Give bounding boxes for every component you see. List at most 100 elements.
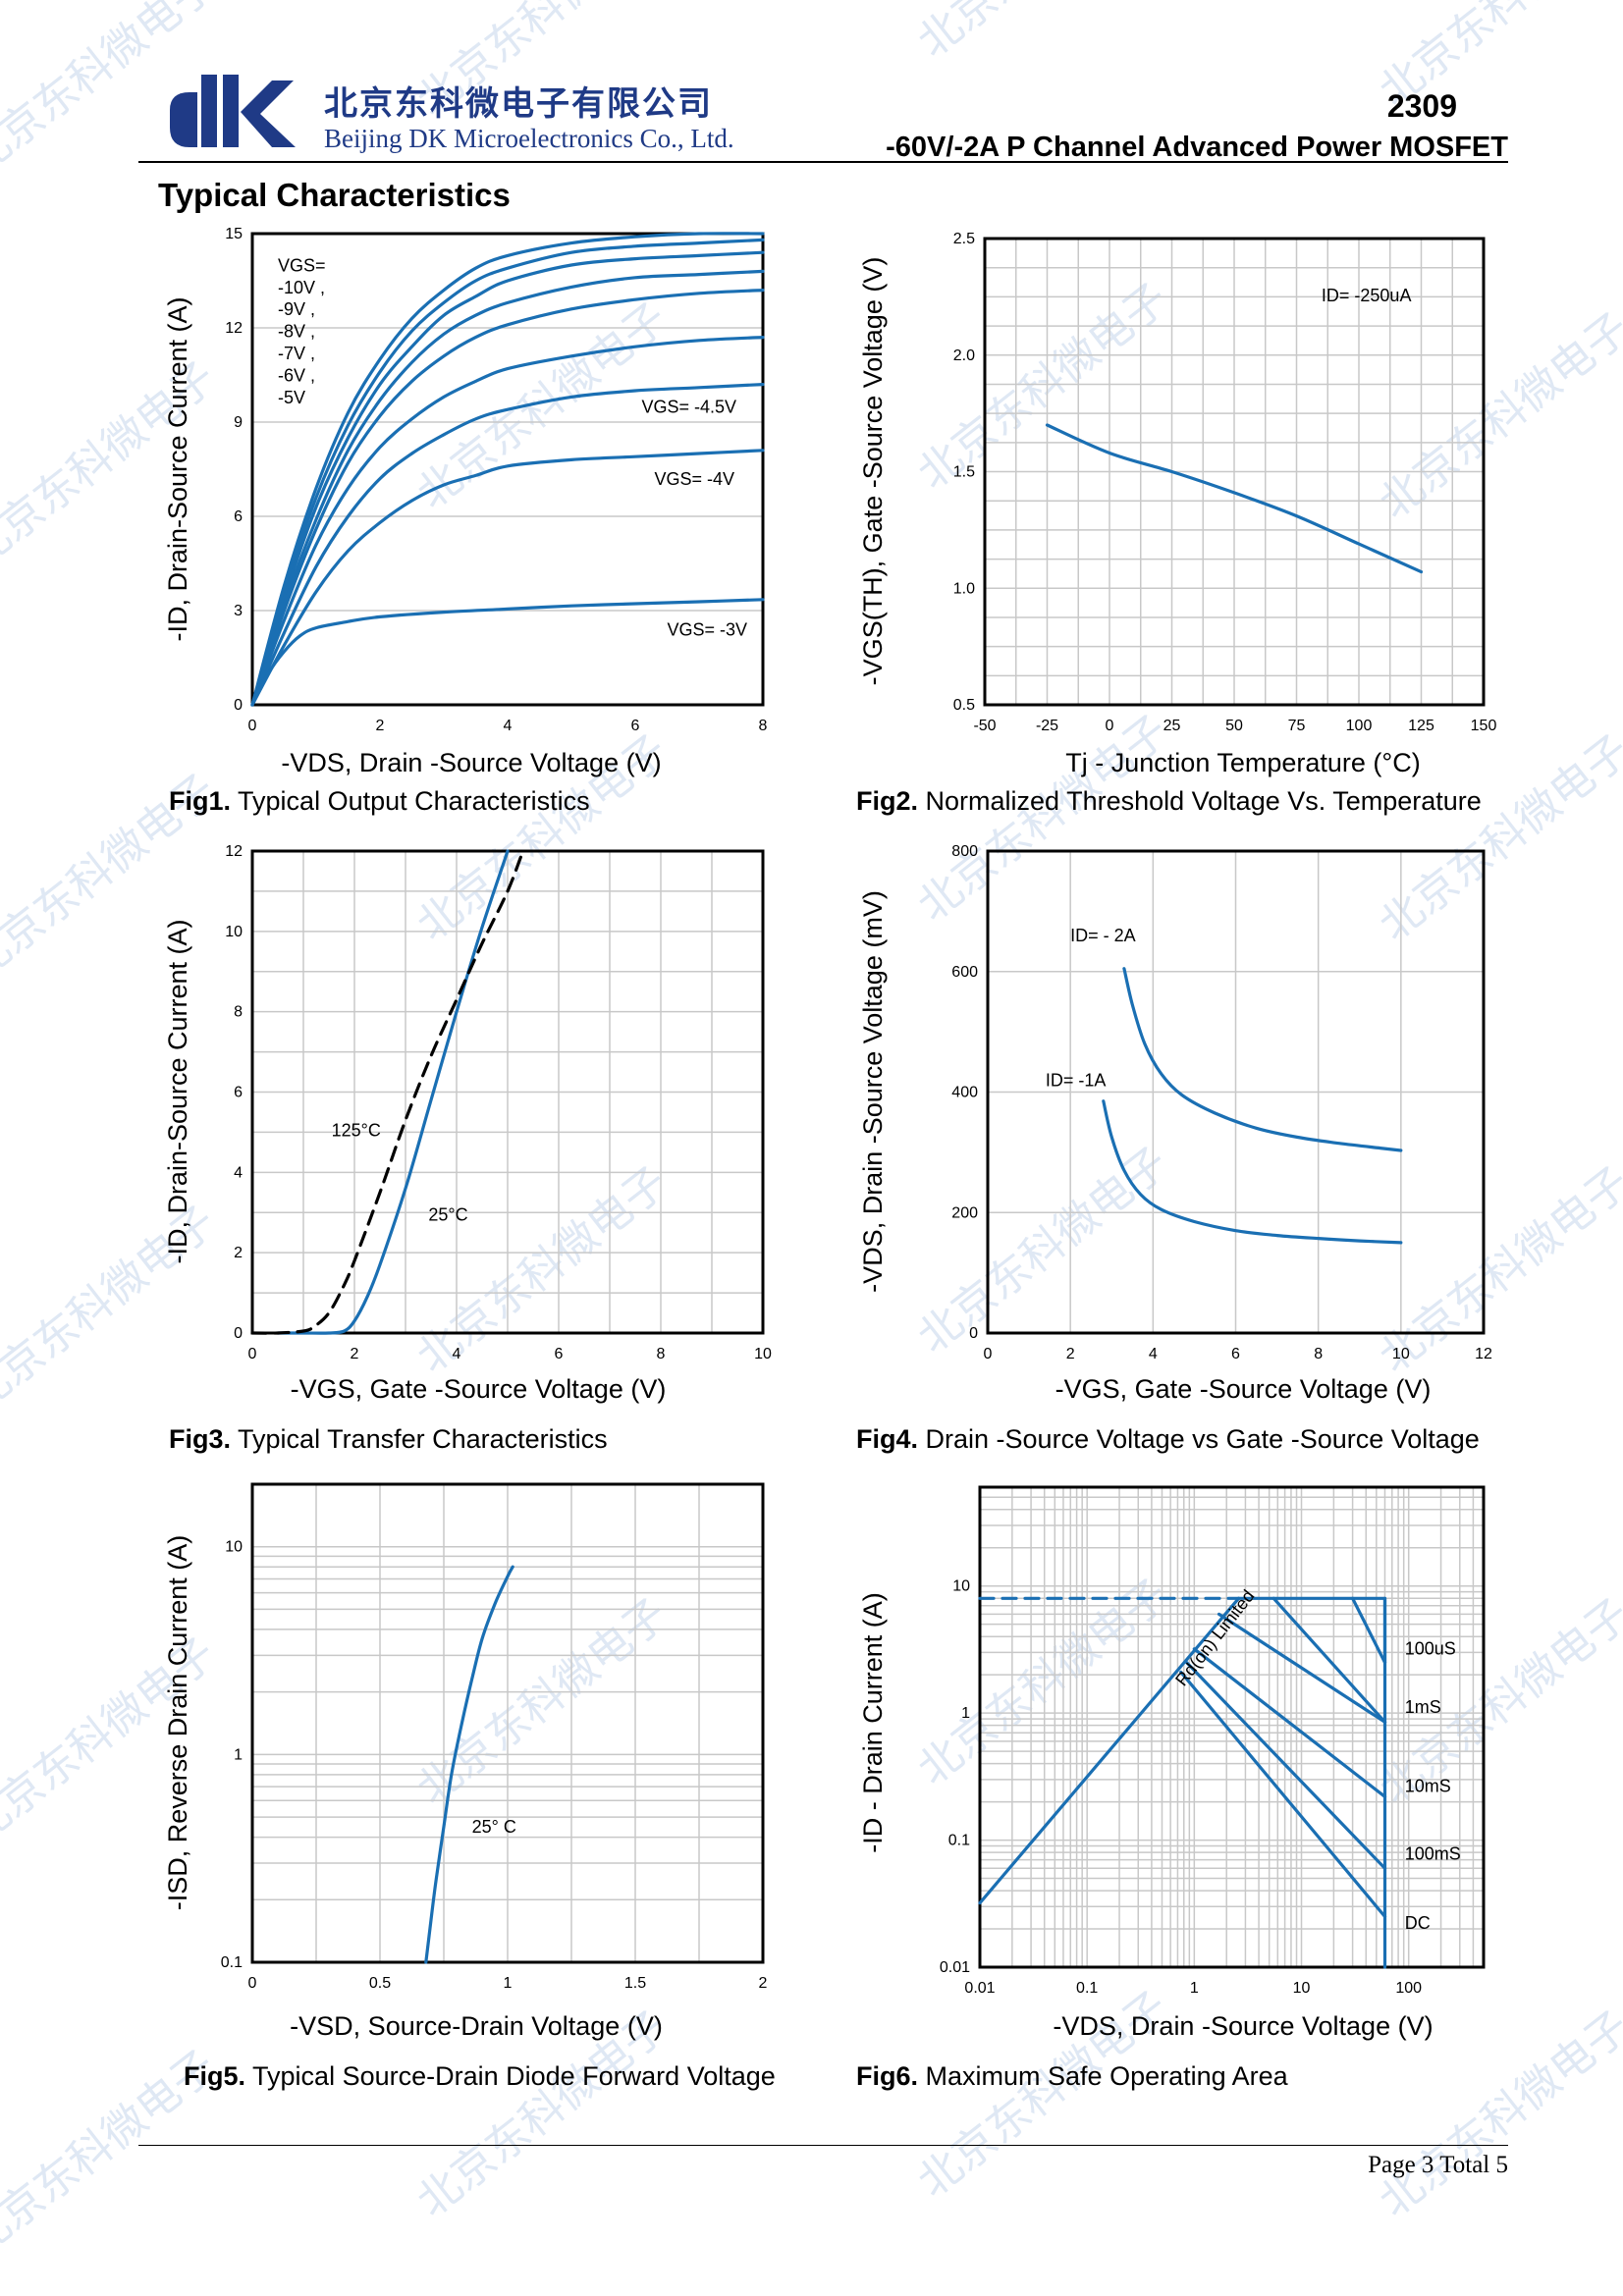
company-name-en: Beijing DK Microelectronics Co., Ltd.	[324, 124, 734, 153]
y-tick-label: 1.0	[953, 580, 975, 597]
x-axis-label: -VDS, Drain -Source Voltage (V)	[1053, 2011, 1433, 2041]
series-line	[250, 336, 765, 707]
y-axis-label: -ISD, Reverse Drain Current (A)	[163, 1535, 192, 1911]
fig5-caption: Fig5. Typical Source-Drain Diode Forward…	[184, 2061, 776, 2092]
x-tick-label: -25	[1036, 718, 1058, 734]
x-tick-label: 4	[453, 1346, 461, 1362]
y-tick-label: 15	[225, 226, 243, 242]
fig4-caption-label: Fig4.	[856, 1424, 919, 1454]
annotation-label: ID= -250uA	[1322, 286, 1412, 305]
x-tick-label: 2	[1066, 1346, 1075, 1362]
part-number: 2309	[1386, 88, 1457, 124]
x-tick-label: -50	[973, 718, 996, 734]
fig1-caption: Fig1. Typical Output Characteristics	[169, 786, 590, 817]
series-line	[250, 232, 765, 707]
y-tick-label: 0.5	[953, 697, 975, 714]
annotation-label: -8V ,	[278, 322, 315, 342]
y-axis-label: -ID, Drain-Source Current (A)	[163, 919, 192, 1263]
company-logo	[170, 75, 296, 147]
series-line	[1045, 423, 1424, 574]
x-tick-label: 6	[1231, 1346, 1240, 1362]
x-axis-label: -VGS, Gate -Source Voltage (V)	[1055, 1374, 1432, 1404]
x-tick-label: 2	[759, 1975, 768, 1992]
series-line	[1185, 1661, 1387, 1870]
y-tick-label: 2.5	[953, 231, 975, 247]
y-tick-label: 0.01	[940, 1959, 970, 1976]
y-tick-label: 1	[961, 1705, 970, 1722]
x-tick-label: 2	[376, 718, 385, 734]
x-tick-label: 100	[1346, 718, 1373, 734]
x-tick-label: 150	[1471, 718, 1497, 734]
series-line	[250, 269, 765, 707]
series-line	[250, 849, 525, 1335]
fig4-caption: Fig4. Drain -Source Voltage vs Gate -Sou…	[856, 1424, 1480, 1455]
fig6-safe-operating-area-chart: 0.01 0.1 1 10 100 0.01 0.1 1 10 -VDS, Drain -Sour…	[858, 1485, 1486, 2041]
x-tick-label: 0	[248, 1975, 257, 1992]
fig3-caption-label: Fig3.	[169, 1424, 232, 1454]
y-tick-label: 10	[225, 924, 243, 940]
company-name-cn: 北京东科微电子有限公司	[324, 84, 713, 124]
x-tick-label: 8	[759, 718, 768, 734]
y-tick-label: 0	[969, 1325, 978, 1342]
series-line	[1102, 1099, 1403, 1245]
plot-frame	[983, 237, 1486, 707]
x-axis-label: -VGS, Gate -Source Voltage (V)	[291, 1374, 667, 1404]
footer-divider	[138, 2145, 1508, 2146]
fig6-caption: Fig6. Maximum Safe Operating Area	[856, 2061, 1288, 2092]
x-tick-label: 10	[1392, 1346, 1410, 1362]
y-tick-label: 800	[951, 843, 978, 860]
x-tick-label: 6	[631, 718, 640, 734]
series-line	[250, 383, 765, 707]
annotation-label: 100mS	[1405, 1844, 1461, 1864]
y-tick-label: 0.1	[221, 1954, 243, 1971]
fig2-caption-label: Fig2.	[856, 786, 919, 816]
x-tick-label: 12	[1475, 1346, 1492, 1362]
x-tick-label: 75	[1288, 718, 1306, 734]
page-footer: Page 3 Total 5	[1368, 2152, 1508, 2178]
fig3-caption-text: Typical Transfer Characteristics	[231, 1424, 608, 1454]
y-tick-label: 0	[234, 697, 243, 714]
y-tick-label: 600	[951, 964, 978, 981]
y-tick-label: 3	[234, 603, 243, 619]
x-tick-label: 0.01	[964, 1980, 995, 1997]
y-tick-label: 0	[234, 1325, 243, 1342]
y-axis-label: -ID, Drain-Source Current (A)	[163, 296, 192, 641]
header-divider	[138, 161, 1508, 163]
series-line	[1271, 1596, 1387, 1724]
annotation-label: 125°C	[332, 1121, 381, 1141]
y-tick-label: 8	[234, 1004, 243, 1021]
plot-frame	[978, 1485, 1486, 1969]
y-axis-label: -VDS, Drain -Source Voltage (mV)	[858, 890, 888, 1293]
fig5-diode-forward-voltage-chart: 0 0.5 1 1.5 2 0.1 1 10 -VSD, Source-Drain Voltag…	[163, 1482, 768, 2041]
annotation-label: DC	[1405, 1913, 1431, 1933]
y-axis-label: -ID - Drain Current (A)	[858, 1592, 888, 1853]
plot-frame	[250, 232, 765, 707]
x-tick-label: 0	[984, 1346, 993, 1362]
x-tick-label: 1	[504, 1975, 513, 1992]
y-tick-label: 0.1	[948, 1833, 970, 1849]
x-tick-label: 2	[351, 1346, 359, 1362]
y-tick-label: 2	[234, 1245, 243, 1261]
fig3-transfer-characteristics-chart: 0 2 4 6 8 10 0 2 4 6 8 10 12 -VGS, Gate -Source Volta…	[163, 843, 772, 1404]
annotation-label: -7V ,	[278, 344, 315, 363]
annotation-label: VGS=	[278, 255, 326, 275]
annotation-label: VGS= -3V	[668, 620, 748, 640]
annotation-label: ID= -1A	[1046, 1070, 1107, 1090]
fig1-output-characteristics-chart: 0 2 4 6 8 0 3 6 9 12 15 -VDS, Drain -Source Voltage…	[163, 226, 768, 777]
x-tick-label: 0	[1106, 718, 1114, 734]
fig2-threshold-voltage-chart: -50 -25 0 25 50 75 100 125 150 0.5 1.0 1.5 2.0 2.5 Tj …	[858, 231, 1497, 777]
fig6-caption-text: Maximum Safe Operating Area	[918, 2061, 1288, 2091]
annotation-label: ID= - 2A	[1070, 926, 1136, 945]
fig2-caption: Fig2. Normalized Threshold Voltage Vs. T…	[856, 786, 1482, 817]
x-tick-label: 100	[1395, 1980, 1422, 1997]
series-line	[1122, 967, 1403, 1152]
fig5-caption-text: Typical Source-Drain Diode Forward Volta…	[245, 2061, 776, 2091]
fig3-caption: Fig3. Typical Transfer Characteristics	[169, 1424, 608, 1455]
y-tick-label: 9	[234, 414, 243, 431]
annotation-label: -6V ,	[278, 365, 315, 385]
fig4-vds-vs-vgs-chart: 0 2 4 6 8 10 12 0 200 400 600 800 -VGS, Gate -Source…	[858, 843, 1492, 1404]
x-tick-label: 10	[754, 1346, 772, 1362]
document-subtitle: -60V/-2A P Channel Advanced Power MOSFET	[886, 132, 1508, 163]
x-tick-label: 125	[1408, 718, 1434, 734]
plot-frame	[986, 849, 1486, 1335]
